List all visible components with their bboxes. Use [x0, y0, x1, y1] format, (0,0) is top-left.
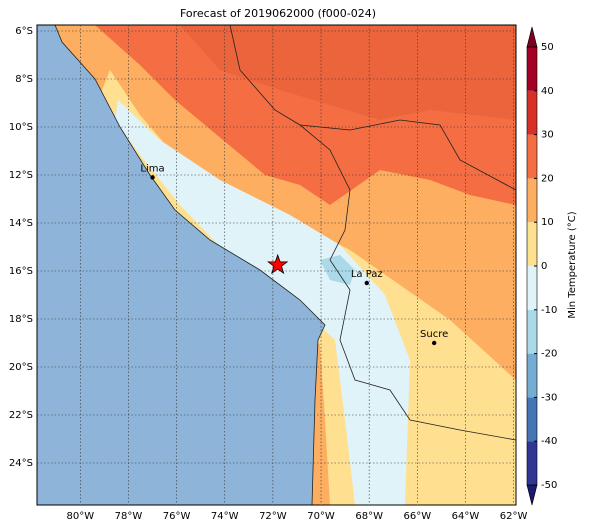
cold-patch: [320, 255, 355, 285]
x-tick-label: 66°W: [403, 511, 431, 522]
colorbar-segment: [527, 441, 537, 485]
colorbar-tick-label: 10: [541, 217, 554, 228]
border-line: [299, 119, 516, 191]
x-tick-label: 76°W: [163, 511, 191, 522]
title: Forecast of 2019062000 (f000-024): [180, 7, 376, 20]
warm-core: [180, 25, 516, 120]
star-marker: [267, 253, 289, 275]
colorbar-tick-label: 50: [541, 42, 554, 53]
colorbar-segment: [527, 90, 537, 135]
x-tick-label: 80°W: [67, 511, 95, 522]
colorbar-segment: [527, 353, 537, 398]
y-tick-label: 12°S: [9, 170, 33, 181]
colorbar-tick-label: -10: [541, 305, 557, 316]
x-tick-label: 62°W: [500, 511, 528, 522]
city-label: La Paz: [351, 269, 383, 280]
cool-band: [115, 100, 410, 505]
warm-region: [95, 25, 516, 205]
colorbar-tick-label: 20: [541, 173, 554, 184]
y-tick-label: 6°S: [15, 26, 33, 37]
colorbar-extend: [526, 26, 538, 48]
colorbar-tick-label: -50: [541, 480, 557, 491]
colorbar-tick-label: 40: [541, 86, 554, 97]
y-tick-label: 16°S: [9, 266, 33, 277]
colorbar-segment: [527, 397, 537, 442]
y-tick-label: 22°S: [9, 410, 33, 421]
city-label: Lima: [140, 163, 164, 174]
colorbar-segment: [527, 134, 537, 179]
y-tick-label: 18°S: [9, 314, 33, 325]
x-tick-label: 78°W: [115, 511, 143, 522]
border-line: [229, 25, 516, 441]
map-frame: [36, 24, 517, 506]
colorbar-segment: [527, 309, 537, 354]
city-marker: [364, 280, 369, 286]
colorbar-segment: [527, 47, 537, 91]
colorbar-label: Min Temperature (°C): [567, 211, 578, 318]
y-tick-label: 20°S: [9, 362, 33, 373]
y-tick-label: 8°S: [15, 74, 33, 85]
x-tick-label: 72°W: [259, 511, 287, 522]
x-tick-label: 64°W: [452, 511, 480, 522]
colorbar-segment: [527, 222, 537, 266]
colorbar-extend: [526, 484, 538, 506]
city-marker: [150, 175, 155, 180]
x-tick-label: 70°W: [307, 511, 335, 522]
colorbar-segment: [527, 178, 537, 223]
y-tick-label: 24°S: [9, 458, 33, 469]
y-tick-label: 14°S: [9, 218, 33, 229]
colorbar-tick-label: -40: [541, 436, 557, 447]
city-marker: [431, 340, 437, 346]
colorbar-tick-label: 30: [541, 130, 554, 141]
city-label: Sucre: [420, 329, 448, 340]
map-fields: [37, 25, 516, 505]
colorbar-segment: [527, 266, 537, 310]
coastline: [54, 25, 326, 505]
x-tick-label: 74°W: [211, 511, 239, 522]
colorbar-tick-label: -20: [541, 349, 557, 360]
colorbar-tick-label: -30: [541, 392, 557, 403]
ocean: [37, 25, 325, 505]
y-tick-label: 10°S: [9, 122, 33, 133]
colorbar-tick-label: 0: [541, 261, 547, 272]
x-tick-label: 68°W: [355, 511, 383, 522]
